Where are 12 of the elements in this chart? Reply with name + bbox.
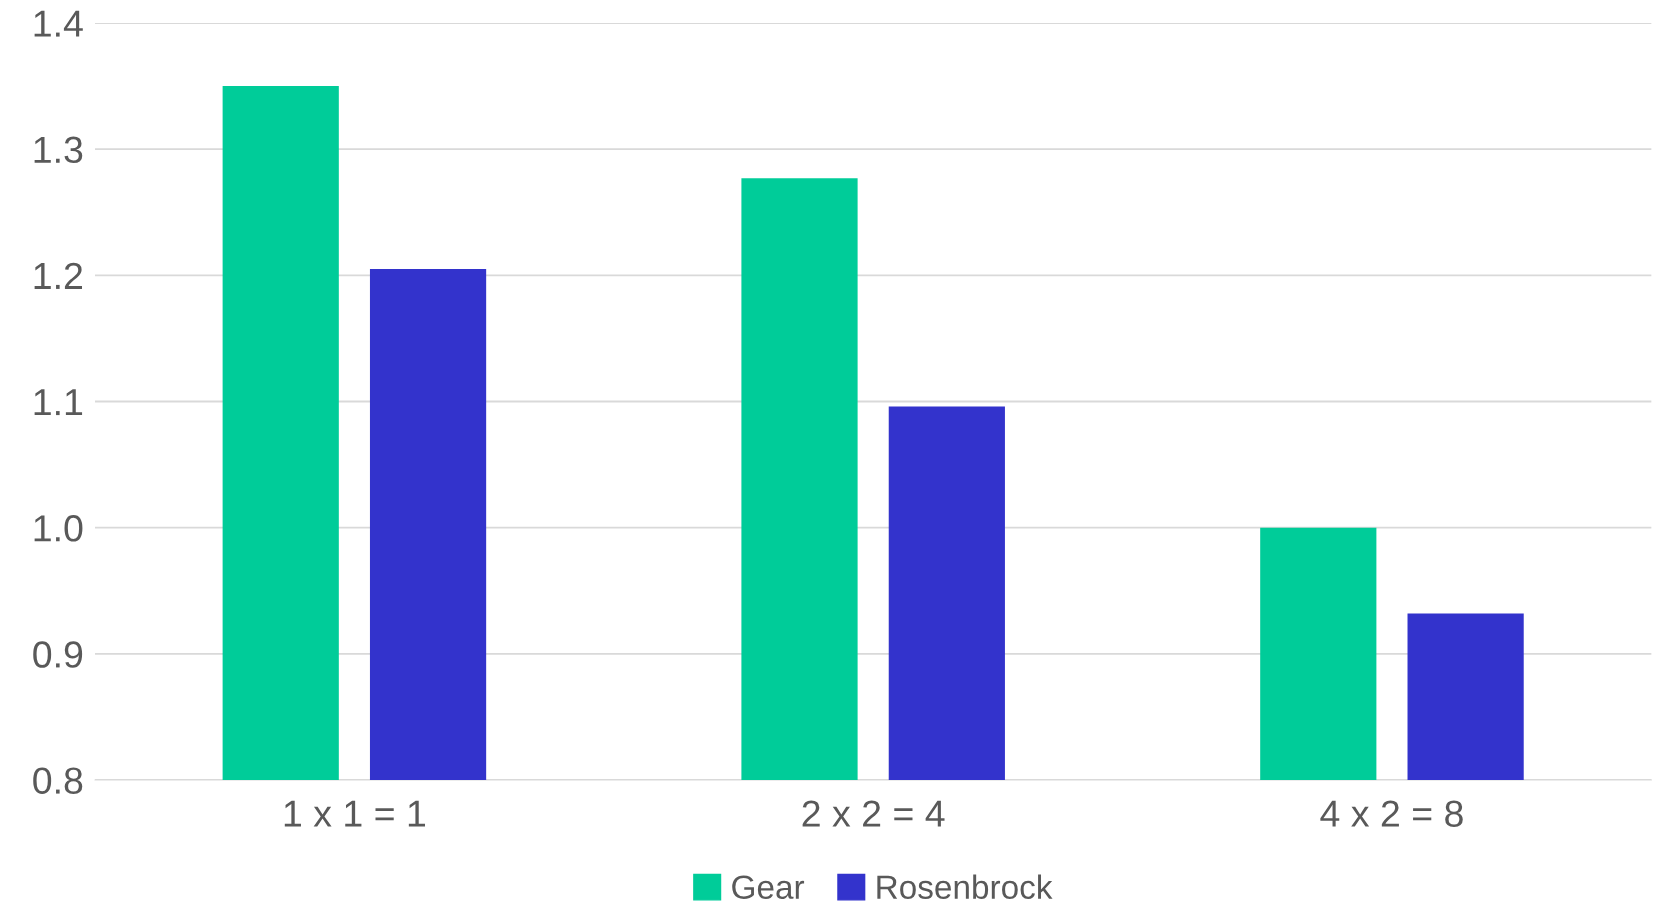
y-tick-label: 1.4 [34,10,83,37]
x-tick-label: 4 x 2 = 8 [1320,800,1463,827]
x-tick-label: 1 x 1 = 1 [284,800,426,827]
y-tick-label: 0.8 [33,767,83,794]
y-tick-label: 1.1 [34,389,83,416]
legend-label: Gear [732,875,805,900]
y-tick-label: 1.0 [34,515,83,542]
y-tick-label: 1.2 [34,262,83,289]
y-tick-label: 1.3 [34,136,83,164]
legend-label: Rosenbrock [877,874,1053,900]
y-tick-label: 0.9 [33,641,83,668]
x-tick-label: 2 x 2 = 4 [802,800,945,827]
